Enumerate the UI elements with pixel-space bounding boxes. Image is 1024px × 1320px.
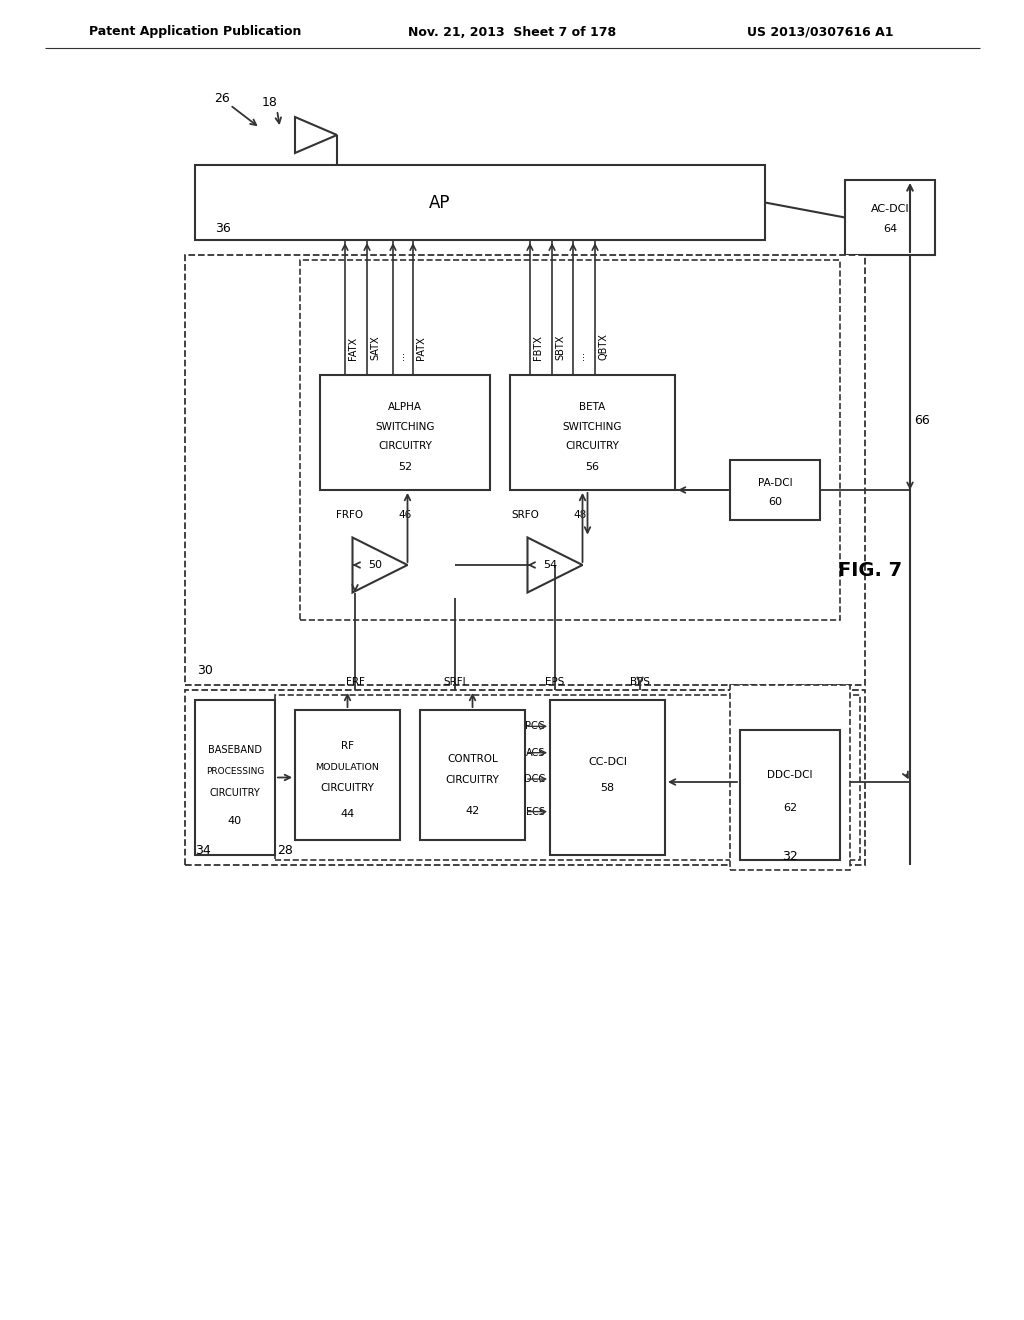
Text: 26: 26 — [214, 91, 229, 104]
Text: 58: 58 — [600, 783, 614, 793]
Text: 40: 40 — [228, 816, 242, 826]
Text: ALPHA: ALPHA — [388, 403, 422, 412]
Text: PATX: PATX — [416, 337, 426, 360]
Text: 56: 56 — [586, 462, 599, 473]
Bar — [195, 700, 275, 855]
Bar — [550, 700, 665, 855]
Text: FIG. 7: FIG. 7 — [838, 561, 902, 579]
Text: FATX: FATX — [348, 337, 358, 360]
Text: ECS: ECS — [526, 807, 545, 817]
Text: QBTX: QBTX — [598, 333, 608, 360]
Text: SWITCHING: SWITCHING — [375, 422, 435, 432]
Text: SRFI: SRFI — [443, 677, 466, 686]
Text: CIRCUITRY: CIRCUITRY — [445, 775, 500, 785]
Text: CIRCUITRY: CIRCUITRY — [321, 783, 375, 793]
Text: PROCESSING: PROCESSING — [206, 767, 264, 776]
Text: 28: 28 — [278, 845, 293, 858]
Text: 34: 34 — [196, 845, 211, 858]
Text: CIRCUITRY: CIRCUITRY — [210, 788, 260, 799]
Text: 54: 54 — [543, 560, 557, 570]
Text: 32: 32 — [782, 850, 798, 862]
Text: 42: 42 — [465, 807, 479, 816]
Text: SWITCHING: SWITCHING — [563, 422, 623, 432]
Text: CC-DCI: CC-DCI — [588, 756, 627, 767]
Text: 62: 62 — [783, 803, 797, 813]
Text: DDC-DCI: DDC-DCI — [767, 771, 813, 780]
Text: FRFO: FRFO — [337, 510, 364, 520]
Text: CIRCUITRY: CIRCUITRY — [565, 441, 620, 451]
Bar — [730, 459, 820, 520]
Text: DCC: DCC — [524, 774, 545, 784]
Text: FBTX: FBTX — [534, 335, 543, 360]
Text: US 2013/0307616 A1: US 2013/0307616 A1 — [746, 25, 893, 38]
Bar — [300, 260, 840, 620]
Bar — [740, 730, 840, 861]
Bar — [295, 710, 400, 840]
Bar — [845, 180, 935, 255]
Text: SRFO: SRFO — [511, 510, 539, 520]
Text: AP: AP — [429, 194, 451, 211]
Bar — [420, 710, 525, 840]
Text: 36: 36 — [215, 222, 230, 235]
Text: SBTX: SBTX — [555, 335, 565, 360]
Bar — [185, 690, 865, 865]
Text: 18: 18 — [262, 95, 278, 108]
Bar — [195, 165, 765, 240]
Text: SATX: SATX — [370, 335, 380, 360]
Text: ACS: ACS — [525, 747, 545, 758]
Text: 60: 60 — [768, 498, 782, 507]
Text: FRF: FRF — [345, 677, 365, 686]
Text: Nov. 21, 2013  Sheet 7 of 178: Nov. 21, 2013 Sheet 7 of 178 — [408, 25, 616, 38]
Text: EPS: EPS — [546, 677, 564, 686]
Text: AC-DCI: AC-DCI — [870, 203, 909, 214]
Text: ...: ... — [396, 351, 406, 360]
Text: BETA: BETA — [580, 403, 605, 412]
Text: 30: 30 — [197, 664, 213, 676]
Text: MODULATION: MODULATION — [315, 763, 380, 772]
Text: BPS: BPS — [630, 677, 650, 686]
Text: 52: 52 — [398, 462, 412, 473]
Text: 46: 46 — [398, 510, 412, 520]
Text: BASEBAND: BASEBAND — [208, 744, 262, 755]
Text: CONTROL: CONTROL — [447, 755, 498, 764]
Text: 48: 48 — [573, 510, 587, 520]
Text: 64: 64 — [883, 224, 897, 234]
Text: 44: 44 — [340, 809, 354, 818]
Bar — [275, 696, 860, 861]
Text: ...: ... — [575, 351, 586, 360]
Text: Patent Application Publication: Patent Application Publication — [89, 25, 301, 38]
Text: RF: RF — [341, 742, 354, 751]
Bar — [730, 685, 850, 870]
Text: PA-DCI: PA-DCI — [758, 478, 793, 488]
Text: PCC: PCC — [525, 721, 545, 731]
Bar — [319, 375, 490, 490]
Bar — [185, 255, 865, 685]
Text: 66: 66 — [914, 413, 930, 426]
Bar — [510, 375, 675, 490]
Text: CIRCUITRY: CIRCUITRY — [378, 441, 432, 451]
Text: 50: 50 — [368, 560, 382, 570]
